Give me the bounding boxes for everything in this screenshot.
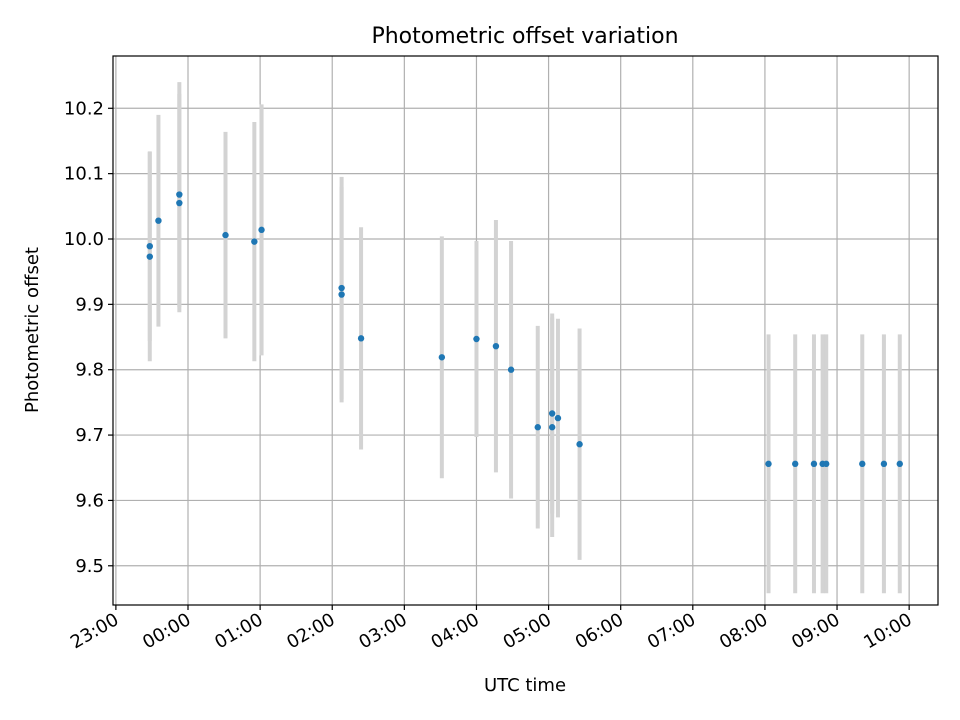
data-point <box>859 460 866 468</box>
data-points <box>146 191 903 468</box>
data-point <box>176 199 183 207</box>
plot-area-frame <box>112 55 939 606</box>
data-point <box>222 231 229 239</box>
data-point <box>810 460 818 468</box>
data-point <box>492 342 500 350</box>
data-point <box>823 460 830 468</box>
x-tick-label: 10:00 <box>860 609 915 653</box>
data-point <box>176 191 183 198</box>
data-point <box>155 217 162 224</box>
x-axis-ticks: 23:00 00:00 01:00 02:00 03:00 04:00 05:00 06:00… <box>67 605 916 653</box>
y-tick-label: 9.9 <box>75 294 104 315</box>
data-point <box>576 441 583 448</box>
data-point <box>765 460 772 468</box>
data-point <box>473 335 480 343</box>
data-point <box>338 284 345 292</box>
data-point <box>880 460 888 468</box>
x-tick-label: 09:00 <box>788 609 843 653</box>
data-point <box>554 414 562 422</box>
data-point <box>792 460 799 468</box>
x-tick-label: 00:00 <box>139 609 194 653</box>
x-tick-label: 04:00 <box>428 609 483 653</box>
grid <box>113 56 938 605</box>
x-axis-label: UTC time <box>484 675 566 696</box>
y-tick-label: 9.5 <box>75 556 104 577</box>
y-tick-label: 9.7 <box>75 425 104 446</box>
data-point <box>258 226 265 234</box>
data-point <box>146 242 153 250</box>
y-tick-label: 10.0 <box>64 229 104 250</box>
x-tick-label: 23:00 <box>67 609 122 653</box>
data-point <box>548 424 556 431</box>
data-point <box>507 366 515 373</box>
chart-title: Photometric offset variation <box>371 24 678 49</box>
y-axis-label: Photometric offset <box>22 247 43 413</box>
x-tick-label: 03:00 <box>355 609 410 653</box>
data-point <box>146 253 153 260</box>
x-tick-label: 08:00 <box>716 609 771 653</box>
x-tick-label: 01:00 <box>211 609 266 653</box>
y-tick-label: 9.6 <box>75 490 104 511</box>
data-point <box>548 410 556 417</box>
x-tick-label: 05:00 <box>500 609 555 653</box>
data-point <box>338 291 345 298</box>
y-tick-label: 10.2 <box>64 98 104 119</box>
error-bars <box>147 82 902 594</box>
y-axis-ticks: 9.5 9.6 9.7 9.8 9.9 10.0 10.1 10.2 <box>64 98 113 577</box>
data-point <box>251 238 258 245</box>
data-point <box>438 354 446 361</box>
data-point <box>896 460 903 468</box>
data-point <box>357 335 365 342</box>
y-tick-label: 9.8 <box>75 360 104 381</box>
y-tick-label: 10.1 <box>64 164 104 185</box>
x-tick-label: 02:00 <box>283 609 338 653</box>
x-tick-label: 06:00 <box>572 609 627 653</box>
data-point <box>534 424 541 431</box>
x-tick-label: 07:00 <box>644 609 699 653</box>
